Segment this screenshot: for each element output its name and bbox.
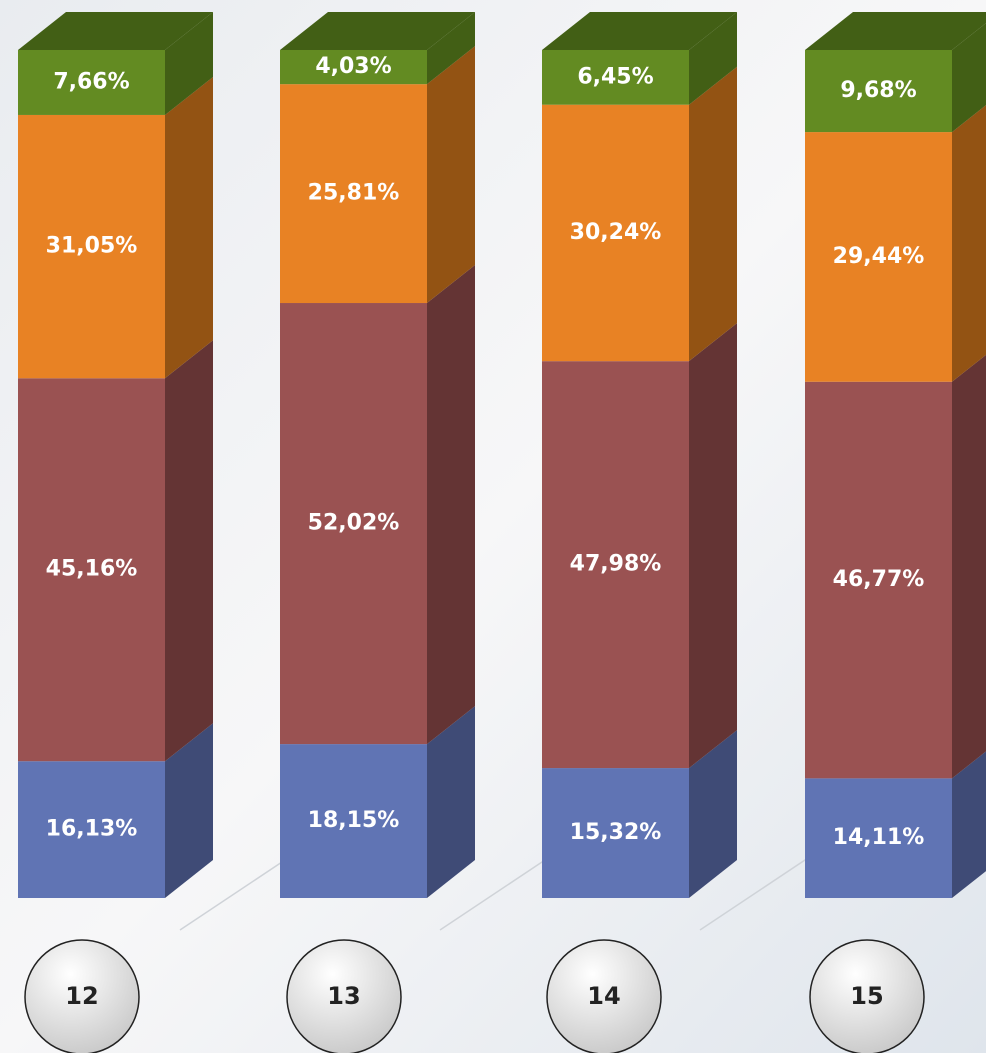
- x-tick-label: 14: [587, 982, 620, 1010]
- bar-side: [165, 340, 213, 761]
- bar-side: [952, 94, 986, 382]
- value-label: 16,13%: [46, 817, 138, 842]
- x-tick-label: 12: [65, 982, 98, 1010]
- bar-side: [165, 77, 213, 378]
- value-label: 45,16%: [46, 557, 138, 582]
- bar-side: [689, 323, 737, 768]
- value-label: 46,77%: [833, 567, 925, 592]
- value-label: 30,24%: [570, 220, 662, 245]
- value-label: 7,66%: [53, 69, 129, 94]
- bar-side: [689, 67, 737, 361]
- bar-side: [952, 344, 986, 779]
- value-label: 15,32%: [570, 820, 662, 845]
- value-label: 31,05%: [46, 234, 138, 259]
- value-label: 4,03%: [315, 54, 391, 79]
- x-tick-label: 13: [327, 982, 360, 1010]
- value-label: 52,02%: [308, 511, 400, 536]
- bar-side: [427, 265, 475, 744]
- value-label: 29,44%: [833, 244, 925, 269]
- value-label: 14,11%: [833, 825, 925, 850]
- value-label: 9,68%: [840, 78, 916, 103]
- value-label: 6,45%: [577, 64, 653, 89]
- value-label: 47,98%: [570, 552, 662, 577]
- chart: 16,13% 45,16% 31,05% 7,66% 12 18,15% 52,02% 25,…: [0, 0, 986, 1053]
- value-label: 18,15%: [308, 808, 400, 833]
- bar-side: [427, 46, 475, 303]
- x-tick-label: 15: [850, 982, 883, 1010]
- value-label: 25,81%: [308, 181, 400, 206]
